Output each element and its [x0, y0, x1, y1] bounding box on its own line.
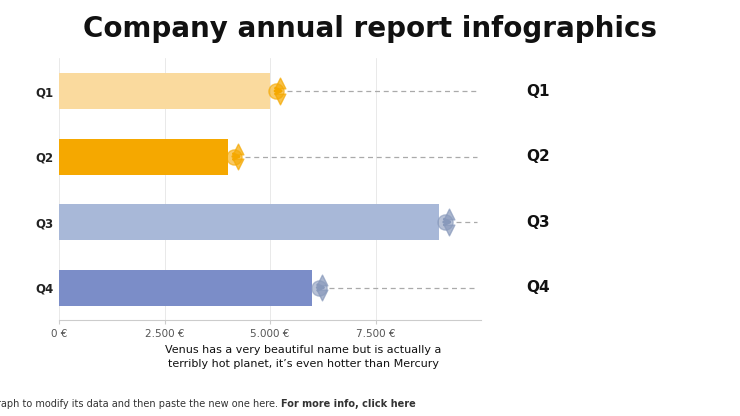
Bar	[59, 204, 439, 240]
Point	[229, 153, 240, 160]
Text: Total revenue: Total revenue	[577, 336, 648, 347]
Text: €6,000: €6,000	[636, 280, 692, 295]
Bar	[59, 139, 228, 175]
Text: 2022: 2022	[22, 343, 100, 371]
Text: €4,000: €4,000	[636, 149, 692, 164]
Text: €9,000: €9,000	[636, 215, 692, 230]
Point	[316, 292, 328, 299]
Point	[232, 145, 243, 152]
Text: For more info, click here: For more info, click here	[281, 399, 416, 409]
Text: Follow the link in the graph to modify its data and then paste the new one here.: Follow the link in the graph to modify i…	[0, 399, 281, 409]
Text: Q3: Q3	[527, 215, 551, 230]
Point	[316, 276, 328, 283]
Text: €5,000: €5,000	[636, 84, 693, 99]
Bar	[59, 270, 312, 306]
Bar	[59, 73, 270, 109]
Point	[274, 80, 286, 87]
Point	[443, 211, 454, 218]
Point	[443, 227, 454, 233]
Text: €78,540,000: €78,540,000	[539, 361, 685, 381]
Point	[232, 161, 243, 168]
Text: Venus has a very beautiful name but is actually a
terribly hot planet, it’s even: Venus has a very beautiful name but is a…	[165, 345, 442, 369]
Text: Q4: Q4	[527, 280, 551, 295]
Text: Q2: Q2	[527, 149, 551, 164]
Point	[440, 219, 451, 225]
Text: Q1: Q1	[527, 84, 550, 99]
Text: Company annual report infographics: Company annual report infographics	[83, 15, 657, 42]
Point	[271, 88, 283, 94]
Point	[313, 284, 325, 291]
Point	[274, 96, 286, 102]
